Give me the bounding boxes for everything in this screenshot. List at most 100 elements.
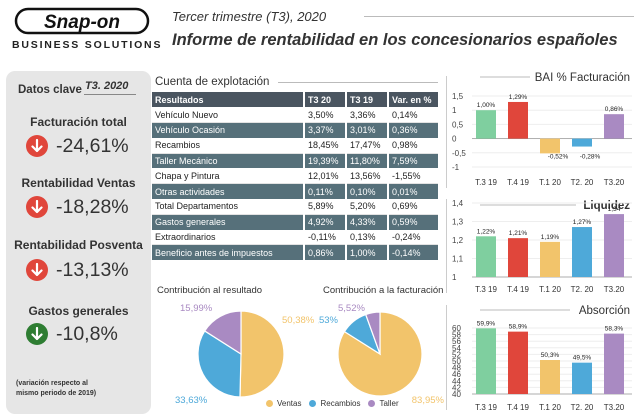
- pie-slice-taller: [203, 310, 242, 356]
- logo-text: Snap-on: [44, 12, 120, 33]
- y-tick-label: 42: [452, 383, 461, 392]
- kd-row-gastos: -10,8%: [26, 321, 118, 347]
- x-tick-label: T.1 20: [539, 178, 561, 187]
- bar-chart-bai: BAI % Facturación -1 -0,5 0 0,5 1 1,5 1,00% T.3 …: [452, 72, 632, 187]
- y-tick-label: 0: [452, 135, 457, 144]
- row-value: 19,39%: [303, 153, 346, 169]
- row-value: 3,37%: [303, 122, 346, 138]
- kd-value-gastos: -10,8%: [56, 322, 118, 345]
- bar: [508, 101, 528, 139]
- y-tick-label: 1,1: [452, 255, 464, 264]
- row-value: 3,36%: [345, 107, 388, 124]
- y-tick-label: 54: [452, 344, 461, 353]
- row-value: 4,92%: [303, 214, 346, 230]
- x-tick-label: T2. 20: [571, 285, 594, 294]
- row-value: 0,14%: [387, 107, 438, 124]
- kd-value-facturacion: -24,61%: [56, 134, 129, 157]
- table-row: Gastos generales 4,92% 4,33% 0,59%: [152, 214, 438, 230]
- y-tick-label: 1,4: [452, 199, 464, 208]
- x-tick-label: T2. 20: [571, 178, 594, 187]
- bar-data-label: 49,5%: [573, 355, 592, 362]
- arrow-down-icon: [26, 323, 48, 345]
- row-value: 11,80%: [345, 153, 388, 169]
- bar: [476, 110, 496, 139]
- x-tick-label: T.3 19: [475, 403, 497, 412]
- bar: [540, 241, 560, 277]
- x-tick-label: T.4 19: [507, 403, 529, 412]
- x-tick-label: T.4 19: [507, 285, 529, 294]
- key-data-note: (variación respecto al mismo periodo de …: [16, 379, 96, 398]
- bar: [540, 138, 560, 154]
- chart-divider: [446, 199, 447, 293]
- row-value: 0,86%: [303, 244, 346, 261]
- pie-data-label: 33,63%: [175, 395, 208, 406]
- bar-data-label: 1,22%: [477, 228, 496, 235]
- kd-label-gastos: Gastos generales: [28, 304, 129, 318]
- table-row: Vehículo Nuevo 3,50% 3,36% 0,14%: [152, 107, 438, 124]
- table-header-cell: Resultados: [152, 92, 304, 108]
- kd-value-rent-posventa: -13,13%: [56, 258, 129, 281]
- row-value: 13,56%: [345, 168, 388, 185]
- y-tick-label: -0,5: [452, 149, 466, 158]
- key-data-note-line2: mismo periodo de 2019): [16, 389, 97, 397]
- row-label: Recambios: [152, 137, 304, 154]
- pie-title-facturacion: Contribución a la facturación: [323, 285, 444, 296]
- row-value: 0,98%: [387, 137, 438, 154]
- legend-label-recambios: Recambios: [320, 399, 361, 408]
- kd-value-rent-ventas: -18,28%: [56, 195, 129, 218]
- row-value: 0,13%: [345, 229, 388, 246]
- bar: [508, 331, 528, 394]
- bar: [540, 360, 560, 394]
- table-header-cell: T3 20: [303, 92, 346, 108]
- bar: [604, 214, 624, 277]
- pie-title-resultado: Contribución al resultado: [157, 285, 263, 296]
- row-value: -0,24%: [387, 229, 438, 246]
- x-tick-label: T.1 20: [539, 285, 561, 294]
- row-value: 0,36%: [387, 122, 438, 138]
- arrow-down-icon: [26, 135, 48, 157]
- row-label: Otras actividades: [152, 183, 304, 200]
- row-value: 1,00%: [345, 244, 388, 261]
- pie-data-label: 5,52%: [338, 303, 365, 314]
- table-row: Taller Mecánico 19,39% 11,80% 7,59%: [152, 153, 438, 169]
- chart-divider: [446, 76, 447, 188]
- row-value: 5,20%: [345, 199, 388, 215]
- kd-row-facturacion: -24,61%: [26, 133, 129, 159]
- x-tick-label: T3.20: [604, 403, 625, 412]
- bar: [572, 138, 592, 147]
- y-tick-label: 40: [452, 390, 461, 399]
- row-label: Total Departamentos: [152, 199, 304, 215]
- key-data-panel: [6, 71, 151, 414]
- bar-data-label: 1,19%: [541, 234, 560, 241]
- pie-chart-resultado: 50,38% 33,63% 15,99%: [175, 303, 315, 406]
- pie-slice-ventas: [239, 310, 285, 398]
- bar: [604, 333, 624, 394]
- table-header-cell: T3 19: [345, 92, 388, 108]
- bar-data-label: 59,9%: [477, 320, 496, 327]
- x-tick-label: T.3 19: [475, 178, 497, 187]
- kd-label-rent-ventas: Rentabilidad Ventas: [21, 176, 136, 190]
- pie-data-label: 50,38%: [282, 315, 315, 326]
- row-value: 0,01%: [387, 183, 438, 200]
- bar-data-label: 1,27%: [573, 219, 592, 226]
- bar-data-label: 50,3%: [541, 352, 560, 359]
- report-title: Informe de rentabilidad en los concesion…: [172, 31, 618, 49]
- bar-chart-title: BAI % Facturación: [535, 72, 630, 84]
- key-data-title: Datos clave: [18, 84, 82, 96]
- row-label: Taller Mecánico: [152, 153, 304, 169]
- bar-data-label: 0,86%: [605, 106, 624, 113]
- y-tick-label: 1,2: [452, 236, 464, 245]
- y-tick-label: 48: [452, 364, 461, 373]
- y-tick-label: 44: [452, 377, 461, 386]
- y-tick-label: 46: [452, 370, 461, 379]
- y-tick-label: -1: [452, 163, 460, 172]
- row-value: 0,59%: [387, 214, 438, 230]
- row-value: -0,11%: [303, 229, 346, 246]
- x-tick-label: T3.20: [604, 178, 625, 187]
- header-divider: [364, 16, 634, 17]
- pie-legend: Ventas Recambios Taller: [262, 399, 399, 408]
- bar: [508, 238, 528, 277]
- table-body: Vehículo Nuevo 3,50% 3,36% 0,14% Vehículo Oc…: [152, 107, 438, 261]
- pie-data-label: 10,53%: [318, 315, 339, 326]
- kd-row-rent-ventas: -18,28%: [26, 194, 129, 220]
